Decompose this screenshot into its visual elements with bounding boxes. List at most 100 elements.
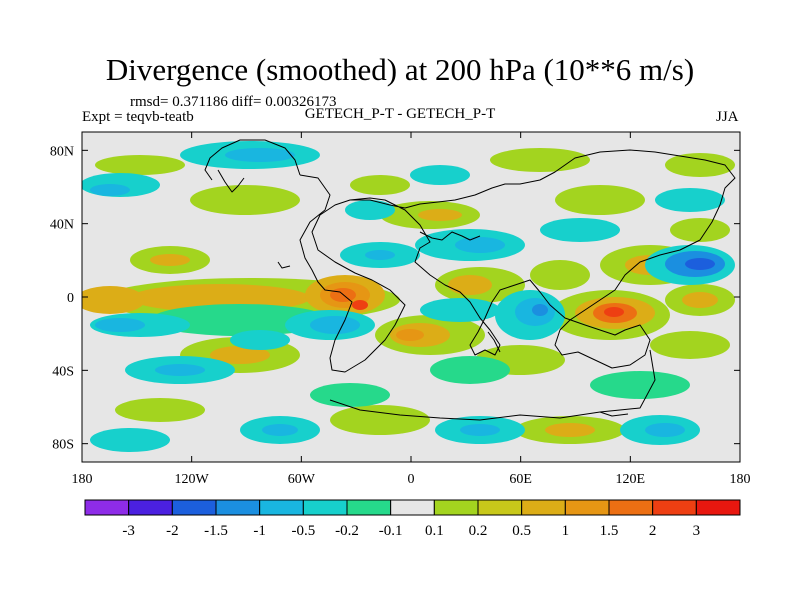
colorbar-swatch bbox=[608, 499, 654, 516]
contour-patch bbox=[190, 185, 300, 215]
x-tick-label: 180 bbox=[72, 472, 93, 487]
contour-patch bbox=[230, 330, 290, 350]
y-tick-label: 80N bbox=[50, 144, 74, 159]
colorbar-swatch bbox=[695, 499, 741, 516]
contour-patch bbox=[310, 383, 390, 407]
contour-patch bbox=[82, 286, 145, 314]
contour-patch bbox=[352, 300, 368, 310]
colorbar-swatch bbox=[128, 499, 173, 516]
contour-patch bbox=[682, 292, 718, 308]
y-tick-label: 80S bbox=[52, 438, 74, 453]
contour-patch bbox=[90, 428, 170, 452]
y-tick-label: 40S bbox=[52, 364, 74, 379]
y-tick-label: 40N bbox=[50, 218, 74, 233]
colorbar-swatch bbox=[215, 499, 261, 516]
contour-patch bbox=[650, 331, 730, 359]
contour-patch bbox=[645, 423, 685, 437]
x-tick-label: 60W bbox=[288, 472, 316, 487]
contour-patch bbox=[530, 260, 590, 290]
colorbar-label: -0.2 bbox=[335, 523, 359, 539]
contour-patch bbox=[455, 237, 505, 253]
season-label: JJA bbox=[716, 109, 739, 125]
contour-patch bbox=[420, 298, 500, 322]
contour-patch bbox=[310, 316, 360, 334]
colorbar-swatch bbox=[390, 499, 435, 516]
contour-patch bbox=[225, 148, 295, 162]
colorbar-label: -3 bbox=[122, 523, 135, 539]
plot-title: Divergence (smoothed) at 200 hPa (10**6 … bbox=[105, 52, 695, 87]
contour-patch bbox=[350, 175, 410, 195]
contour-patch bbox=[410, 165, 470, 185]
contour-patch bbox=[262, 424, 298, 436]
colorbar-swatch bbox=[564, 499, 610, 516]
colorbar-swatch bbox=[171, 499, 217, 516]
contour-fields bbox=[82, 141, 735, 452]
contour-patch bbox=[448, 275, 492, 295]
colorbar-label: -2 bbox=[166, 523, 179, 539]
continent-outline bbox=[299, 149, 736, 373]
contour-patch bbox=[95, 318, 145, 332]
contour-patch bbox=[418, 209, 462, 221]
continent-outlines bbox=[204, 139, 736, 421]
contour-patch bbox=[210, 346, 270, 364]
contour-patch bbox=[665, 153, 735, 177]
contour-patch bbox=[396, 329, 424, 341]
contour-patch bbox=[330, 405, 430, 435]
contour-patch bbox=[150, 304, 330, 336]
contour-patch bbox=[604, 307, 624, 317]
continent-outline bbox=[204, 139, 301, 181]
contour-patch bbox=[655, 188, 725, 212]
x-tick-label: 60E bbox=[509, 472, 532, 487]
contour-patch bbox=[155, 364, 205, 376]
continent-outline bbox=[277, 261, 291, 269]
y-tick-label: 0 bbox=[67, 291, 74, 306]
colorbar-label: -0.5 bbox=[291, 523, 315, 539]
colorbar-label: -1 bbox=[253, 523, 266, 539]
colorbar-label: 1.5 bbox=[600, 523, 619, 539]
comparison-label: GETECH_P-T - GETECH_P-T bbox=[304, 106, 496, 122]
contour-patch bbox=[365, 250, 395, 260]
x-tick-label: 180 bbox=[730, 472, 751, 487]
colorbar-label: 0.2 bbox=[469, 523, 488, 539]
x-tick-label: 0 bbox=[408, 472, 415, 487]
map-axes: 180 120W 60W 0 60E 120E 180 80N 40N 0 40S 80S bbox=[50, 132, 751, 487]
contour-patch bbox=[540, 218, 620, 242]
colorbar-swatch bbox=[521, 499, 566, 516]
continent-outline bbox=[329, 349, 656, 421]
colorbar-swatch bbox=[652, 499, 697, 516]
colorbar-label: 0.1 bbox=[425, 523, 444, 539]
contour-patch bbox=[150, 254, 190, 266]
colorbar-swatch bbox=[477, 499, 523, 516]
contour-patch bbox=[345, 200, 395, 220]
contour-patch bbox=[460, 424, 500, 436]
colorbar-label: 1 bbox=[562, 523, 570, 539]
colorbar-label: 0.5 bbox=[512, 523, 531, 539]
experiment-label: Expt = teqvb-teatb bbox=[82, 109, 194, 125]
map-area bbox=[82, 132, 740, 462]
colorbar-label: -1.5 bbox=[204, 523, 228, 539]
colorbar-label: -0.1 bbox=[379, 523, 403, 539]
colorbar-label: 2 bbox=[649, 523, 657, 539]
colorbar: -3 -2 -1.5 -1 -0.5 -0.2 -0.1 0.1 0.2 0.5 1 1.5 2 3 bbox=[84, 499, 741, 539]
colorbar-swatch bbox=[302, 499, 348, 516]
x-tick-label: 120E bbox=[616, 472, 646, 487]
continent-outline bbox=[487, 331, 501, 353]
contour-patch bbox=[90, 184, 130, 196]
contour-patch bbox=[532, 304, 548, 316]
contour-patch bbox=[545, 423, 595, 437]
contour-patch bbox=[555, 185, 645, 215]
continent-outline bbox=[599, 411, 629, 417]
continent-outline bbox=[419, 231, 481, 241]
stats-text: rmsd= 0.371186 diff= 0.00326173 bbox=[130, 94, 337, 110]
colorbar-label: 3 bbox=[693, 523, 701, 539]
contour-patch bbox=[95, 155, 185, 175]
colorbar-swatch bbox=[433, 499, 479, 516]
colorbar-swatch bbox=[259, 499, 304, 516]
contour-patch bbox=[670, 218, 730, 242]
contour-patch bbox=[430, 356, 510, 384]
contour-patch bbox=[590, 371, 690, 399]
x-tick-label: 120W bbox=[175, 472, 210, 487]
contour-patch bbox=[490, 148, 590, 172]
contour-patch bbox=[685, 258, 715, 270]
